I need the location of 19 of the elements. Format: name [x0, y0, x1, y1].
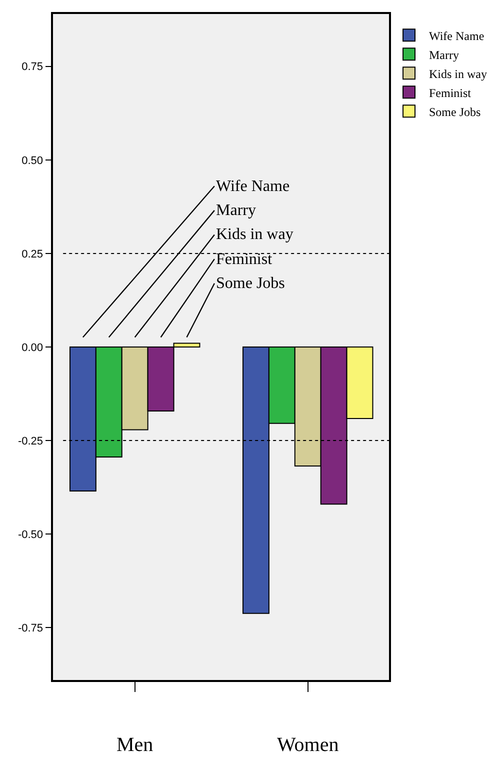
text: Feminist	[216, 251, 272, 268]
y-tick-label: 0.25	[22, 248, 44, 260]
text: Marry	[216, 202, 256, 219]
x-tick-label: Women	[276, 734, 339, 756]
text: Kids in way	[216, 226, 294, 243]
y-tick-label: -0.25	[18, 435, 44, 448]
legend-label: Feminist	[429, 86, 472, 100]
text: Wife Name	[216, 178, 290, 195]
x-tick-label: Men	[116, 734, 154, 756]
y-tick-label: -0.50	[18, 528, 44, 541]
text: Some Jobs	[216, 275, 285, 292]
legend-label: Wife Name	[429, 28, 484, 43]
legend-label: Kids in way	[429, 66, 487, 81]
legend-label: Marry	[429, 48, 459, 62]
legend-label: Some Jobs	[429, 104, 482, 119]
y-tick-label: 0.00	[22, 342, 44, 354]
y-tick-label: -0.75	[18, 622, 44, 634]
y-tick-label: 0.50	[22, 154, 44, 167]
y-tick-label: 0.75	[22, 61, 44, 74]
